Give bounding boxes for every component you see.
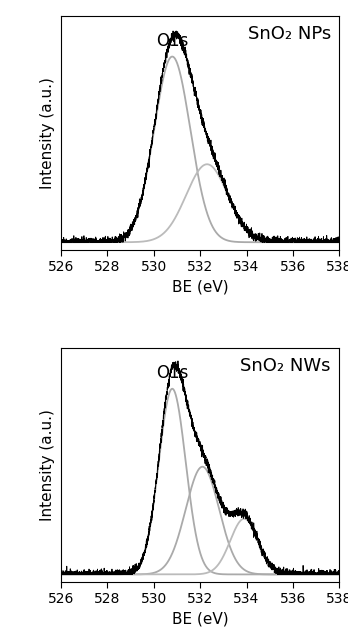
Y-axis label: Intensity (a.u.): Intensity (a.u.) bbox=[40, 409, 55, 521]
Text: SnO₂ NPs: SnO₂ NPs bbox=[248, 25, 331, 43]
X-axis label: BE (eV): BE (eV) bbox=[172, 612, 228, 626]
Y-axis label: Intensity (a.u.): Intensity (a.u.) bbox=[40, 77, 55, 189]
Text: O1s: O1s bbox=[156, 364, 189, 382]
Text: O1s: O1s bbox=[156, 32, 189, 50]
X-axis label: BE (eV): BE (eV) bbox=[172, 280, 228, 294]
Text: SnO₂ NWs: SnO₂ NWs bbox=[240, 357, 331, 376]
